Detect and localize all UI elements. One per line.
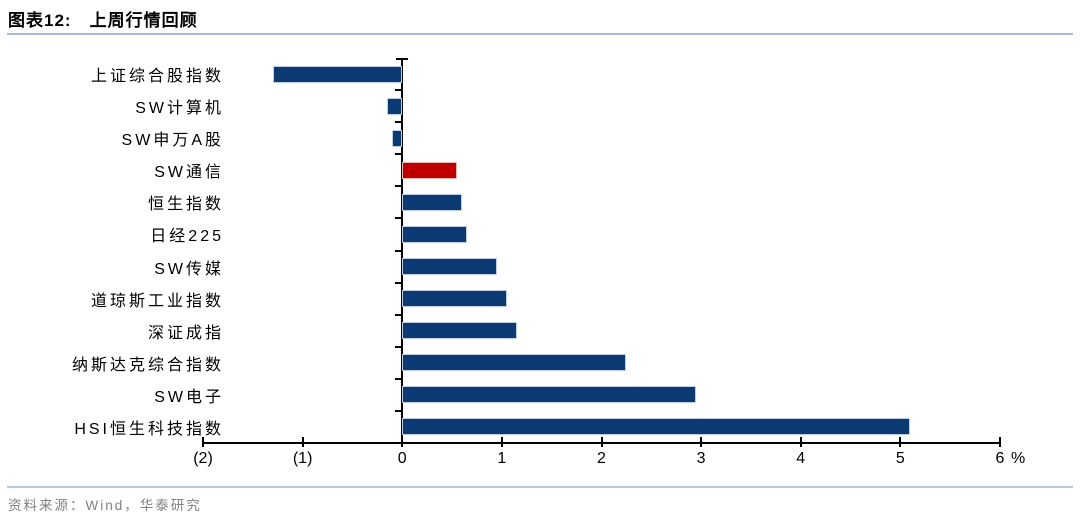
- title-divider: [7, 33, 1073, 35]
- x-axis-tick-labels: (2) (1) 0 1 2 3 4 5 6%: [193, 450, 1033, 470]
- category-label: HSI恒生科技指数: [74, 420, 224, 438]
- x-tick-label: 3: [696, 450, 706, 467]
- chart-title: 图表12: 上周行情回顾: [8, 6, 198, 31]
- category-boundary-tick: [395, 249, 402, 252]
- category-label: SW传媒: [154, 260, 224, 278]
- x-axis-tick: [202, 437, 204, 447]
- zero-axis-line: [401, 58, 404, 443]
- chart-bar: [402, 354, 627, 372]
- category-label: SW电子: [154, 388, 224, 406]
- x-tick-label: 2: [597, 450, 606, 467]
- chart-bar: [402, 225, 467, 243]
- x-tick-label: (2): [193, 450, 213, 467]
- x-axis-tick: [700, 437, 703, 447]
- category-boundary-tick: [395, 185, 402, 188]
- x-tick-label: 5: [895, 450, 905, 467]
- category-label: 纳斯达克综合指数: [71, 356, 224, 374]
- category-label: 道琼斯工业指数: [90, 292, 224, 310]
- chart-bar: [402, 322, 517, 340]
- chart-bar: [402, 418, 911, 436]
- x-axis-tick: [301, 437, 304, 447]
- x-axis-tick: [999, 437, 1001, 447]
- x-axis-tick: [899, 437, 902, 447]
- x-axis-tick: [401, 437, 404, 447]
- category-boundary-tick: [395, 217, 402, 220]
- category-label: SW计算机: [135, 100, 224, 118]
- category-label: 恒生指数: [147, 196, 224, 214]
- category-boundary-tick: [395, 409, 402, 412]
- category-axis-labels: 上证综合股指数 SW计算机 SW申万A股 SW通信恒生指数日经225 SW传媒道琼斯工业…: [0, 58, 224, 443]
- x-tick-label: (1): [292, 450, 313, 467]
- x-tick-label: 1: [497, 450, 507, 467]
- category-boundary-tick: [395, 153, 402, 156]
- x-tick-label: 6: [995, 450, 1005, 467]
- chart-title-text: 上周行情回顾: [89, 11, 198, 30]
- axis-unit-label: %: [1011, 450, 1026, 467]
- x-axis-tick: [799, 437, 802, 447]
- bar-chart-plot: [202, 58, 1001, 447]
- category-boundary-tick: [395, 89, 402, 92]
- chart-bar: [392, 129, 403, 147]
- chart-bar: [272, 65, 403, 83]
- x-axis-tick: [500, 437, 503, 447]
- category-label: 日经225: [150, 228, 224, 246]
- category-label: 深证成指: [147, 324, 224, 342]
- chart-bar: [402, 258, 497, 276]
- category-boundary-tick: [395, 377, 402, 380]
- chart-title-prefix: 图表12:: [8, 11, 72, 30]
- category-label: SW申万A股: [121, 132, 224, 150]
- zero-axis-top-tick: [396, 58, 409, 60]
- chart-bar: [387, 97, 403, 115]
- category-boundary-tick: [395, 345, 402, 348]
- x-tick-label: 4: [796, 450, 806, 467]
- x-tick-label: 0: [397, 450, 407, 467]
- category-boundary-tick: [395, 313, 402, 316]
- category-label: 上证综合股指数: [90, 68, 224, 86]
- source-note: 资料来源：Wind，华泰研究: [8, 498, 202, 513]
- category-label: SW通信: [154, 164, 224, 182]
- chart-bar: [402, 386, 697, 404]
- category-boundary-tick: [395, 121, 402, 124]
- chart-bar: [402, 161, 458, 179]
- x-axis-tick: [600, 437, 603, 447]
- footer-divider: [7, 486, 1073, 488]
- category-boundary-tick: [395, 281, 402, 284]
- chart-bar: [402, 290, 507, 308]
- chart-bar: [402, 193, 463, 211]
